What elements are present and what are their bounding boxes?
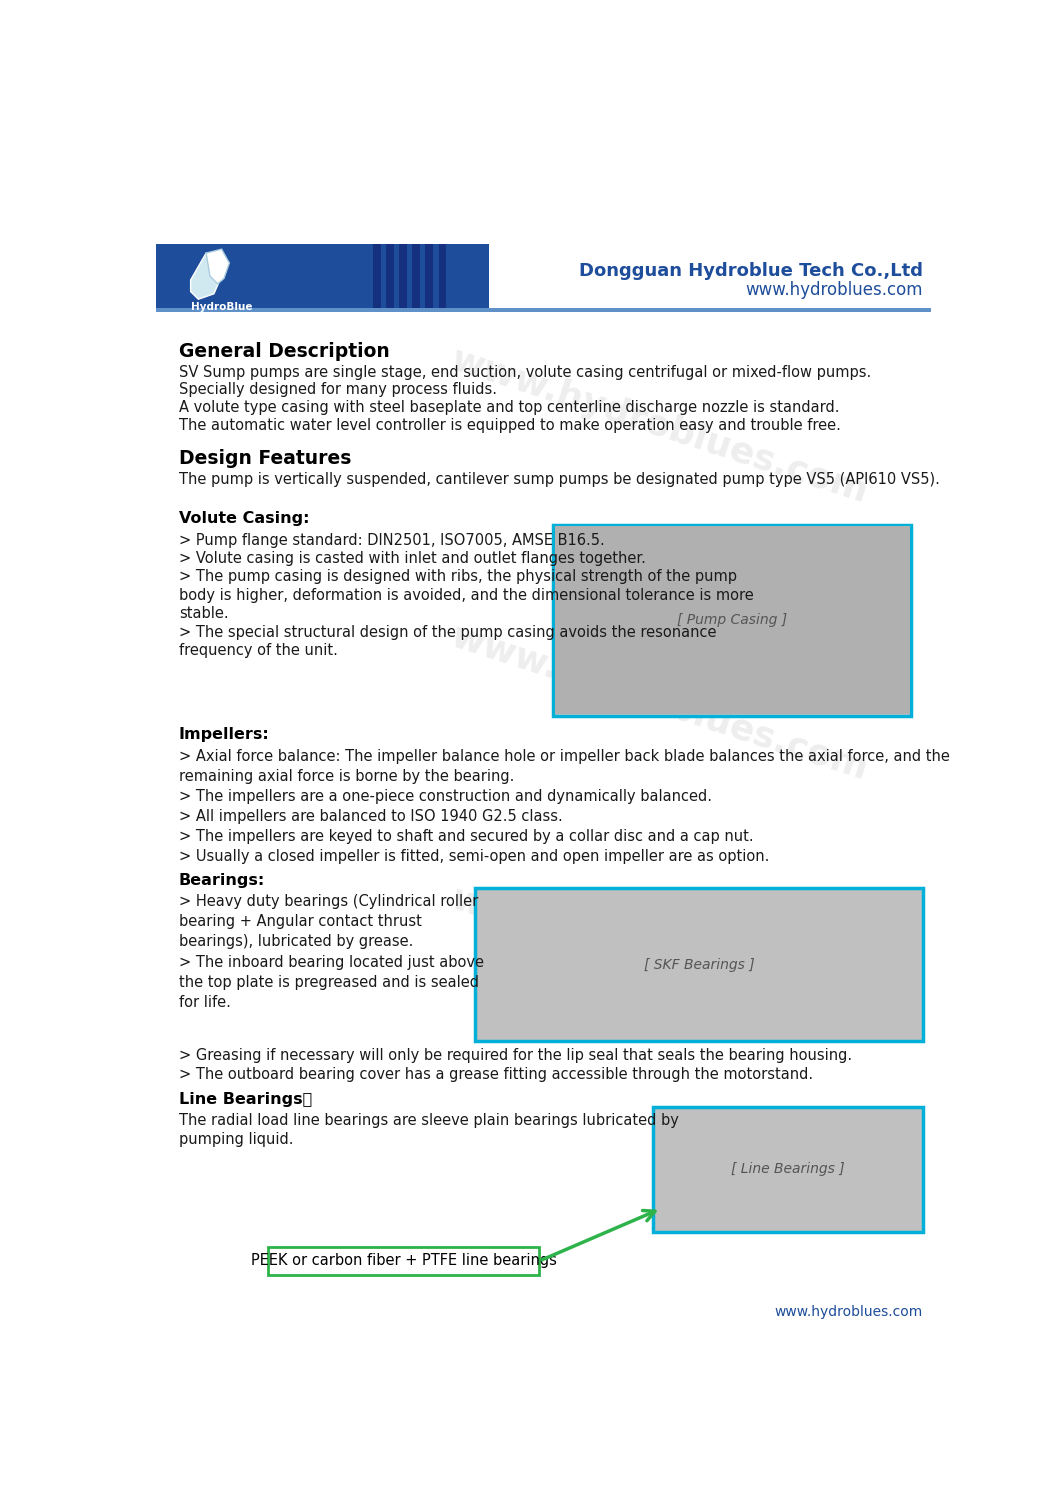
Text: HydroBlue: HydroBlue bbox=[191, 301, 252, 312]
Text: > Usually a closed impeller is fitted, semi-open and open impeller are as option: > Usually a closed impeller is fitted, s… bbox=[179, 848, 770, 863]
Text: stable.: stable. bbox=[179, 607, 229, 622]
Text: > The pump casing is designed with ribs, the physical strength of the pump: > The pump casing is designed with ribs,… bbox=[179, 570, 737, 585]
Text: frequency of the unit.: frequency of the unit. bbox=[179, 643, 338, 658]
Text: The pump is vertically suspended, cantilever sump pumps be designated pump type : The pump is vertically suspended, cantil… bbox=[179, 472, 940, 487]
Text: > Heavy duty bearings (Cylindrical roller: > Heavy duty bearings (Cylindrical rolle… bbox=[179, 895, 478, 910]
Bar bbox=[156, 243, 931, 310]
Text: body is higher, deformation is avoided, and the dimensional tolerance is more: body is higher, deformation is avoided, … bbox=[179, 588, 754, 603]
Text: SV Sump pumps are single stage, end suction, volute casing centrifugal or mixed-: SV Sump pumps are single stage, end suct… bbox=[179, 364, 871, 379]
Polygon shape bbox=[206, 249, 229, 283]
Text: > All impellers are balanced to ISO 1940 G2.5 class.: > All impellers are balanced to ISO 1940… bbox=[179, 809, 563, 824]
Bar bbox=[553, 525, 912, 717]
Text: > Axial force balance: The impeller balance hole or impeller back blade balances: > Axial force balance: The impeller bala… bbox=[179, 750, 950, 764]
Text: > Volute casing is casted with inlet and outlet flanges together.: > Volute casing is casted with inlet and… bbox=[179, 552, 646, 567]
Text: Line Bearings：: Line Bearings： bbox=[179, 1091, 313, 1106]
Text: Bearings:: Bearings: bbox=[179, 872, 265, 887]
Text: Design Features: Design Features bbox=[179, 450, 351, 468]
Text: > Pump flange standard: DIN2501, ISO7005, AMSE B16.5.: > Pump flange standard: DIN2501, ISO7005… bbox=[179, 532, 605, 547]
Bar bbox=[475, 889, 923, 1040]
Text: > The special structural design of the pump casing avoids the resonance: > The special structural design of the p… bbox=[179, 625, 717, 640]
Bar bbox=[439, 244, 446, 309]
Text: www.hydroblues.com: www.hydroblues.com bbox=[745, 280, 923, 298]
Bar bbox=[373, 244, 381, 309]
Bar bbox=[653, 1106, 923, 1232]
Text: General Description: General Description bbox=[179, 342, 390, 361]
Text: pumping liquid.: pumping liquid. bbox=[179, 1132, 294, 1147]
Text: the top plate is pregreased and is sealed: the top plate is pregreased and is seale… bbox=[179, 974, 479, 989]
Text: for life.: for life. bbox=[179, 994, 231, 1009]
Text: PEEK or carbon fiber + PTFE line bearings: PEEK or carbon fiber + PTFE line bearing… bbox=[251, 1253, 556, 1268]
Text: bearings), lubricated by grease.: bearings), lubricated by grease. bbox=[179, 934, 413, 949]
Text: www.hydroblues.com: www.hydroblues.com bbox=[446, 881, 872, 1049]
Text: [ SKF Bearings ]: [ SKF Bearings ] bbox=[643, 958, 755, 971]
Polygon shape bbox=[191, 253, 222, 300]
Bar bbox=[156, 309, 931, 312]
Text: www.hydroblues.com: www.hydroblues.com bbox=[446, 343, 872, 510]
Text: www.hydroblues.com: www.hydroblues.com bbox=[446, 621, 872, 787]
Text: remaining axial force is borne by the bearing.: remaining axial force is borne by the be… bbox=[179, 769, 514, 784]
Bar bbox=[412, 244, 420, 309]
Text: Specially designed for many process fluids.: Specially designed for many process flui… bbox=[179, 382, 497, 397]
Text: > The inboard bearing located just above: > The inboard bearing located just above bbox=[179, 955, 484, 970]
Text: A volute type casing with steel baseplate and top centerline discharge nozzle is: A volute type casing with steel baseplat… bbox=[179, 400, 840, 415]
Text: Volute Casing:: Volute Casing: bbox=[179, 511, 310, 526]
Text: [ Pump Casing ]: [ Pump Casing ] bbox=[677, 613, 788, 627]
Text: > Greasing if necessary will only be required for the lip seal that seals the be: > Greasing if necessary will only be req… bbox=[179, 1048, 852, 1063]
Text: > The impellers are keyed to shaft and secured by a collar disc and a cap nut.: > The impellers are keyed to shaft and s… bbox=[179, 829, 754, 844]
Text: [ Line Bearings ]: [ Line Bearings ] bbox=[731, 1162, 845, 1177]
Text: > The outboard bearing cover has a grease fitting accessible through the motorst: > The outboard bearing cover has a greas… bbox=[179, 1067, 813, 1082]
Text: Impellers:: Impellers: bbox=[179, 727, 269, 742]
Text: The automatic water level controller is equipped to make operation easy and trou: The automatic water level controller is … bbox=[179, 418, 841, 433]
Bar bbox=[400, 244, 407, 309]
Text: www.hydroblues.com: www.hydroblues.com bbox=[775, 1304, 923, 1319]
Bar bbox=[554, 526, 909, 714]
Text: Dongguan Hydroblue Tech Co.,Ltd: Dongguan Hydroblue Tech Co.,Ltd bbox=[579, 262, 923, 280]
Text: The radial load line bearings are sleeve plain bearings lubricated by: The radial load line bearings are sleeve… bbox=[179, 1114, 678, 1129]
Bar bbox=[156, 244, 489, 309]
Text: bearing + Angular contact thrust: bearing + Angular contact thrust bbox=[179, 914, 422, 929]
FancyBboxPatch shape bbox=[268, 1247, 540, 1274]
Text: > The impellers are a one-piece construction and dynamically balanced.: > The impellers are a one-piece construc… bbox=[179, 788, 712, 803]
Bar bbox=[386, 244, 393, 309]
Bar bbox=[489, 244, 931, 309]
Bar bbox=[425, 244, 434, 309]
